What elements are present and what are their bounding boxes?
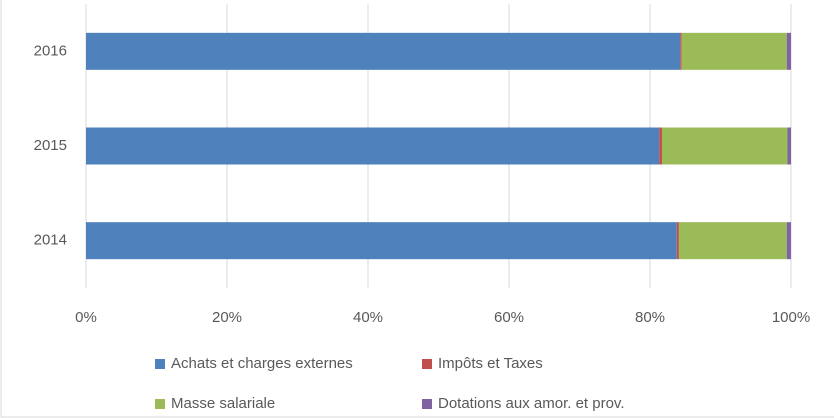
bar-segment	[661, 127, 788, 165]
bar-segment	[86, 127, 660, 165]
legend-label: Impôts et Taxes	[438, 355, 543, 372]
bar-segment	[678, 222, 787, 260]
bar-segment	[786, 222, 791, 260]
bar-segment	[86, 32, 681, 70]
legend-label: Achats et charges externes	[171, 355, 353, 372]
bar-segment	[787, 127, 791, 165]
legend-swatch	[155, 359, 165, 369]
x-tick-label: 60%	[494, 309, 524, 326]
bar-segment	[680, 32, 682, 70]
y-tick-label: 2016	[34, 42, 67, 59]
legend-swatch	[422, 399, 432, 409]
x-tick-label: 40%	[353, 309, 383, 326]
y-tick-label: 2014	[34, 232, 67, 249]
x-tick-label: 100%	[772, 309, 810, 326]
legend-label: Masse salariale	[171, 395, 275, 412]
legend-swatch	[155, 399, 165, 409]
y-tick-label: 2015	[34, 137, 67, 154]
legend-swatch	[422, 359, 432, 369]
bar-segment	[659, 127, 662, 165]
x-tick-label: 0%	[75, 309, 97, 326]
x-tick-label: 20%	[212, 309, 242, 326]
bar-segment	[86, 222, 677, 260]
bar-segment	[681, 32, 787, 70]
bar-segment	[676, 222, 679, 260]
bar-segment	[786, 32, 791, 70]
legend-label: Dotations aux amor. et prov.	[438, 395, 624, 412]
x-tick-label: 80%	[635, 309, 665, 326]
